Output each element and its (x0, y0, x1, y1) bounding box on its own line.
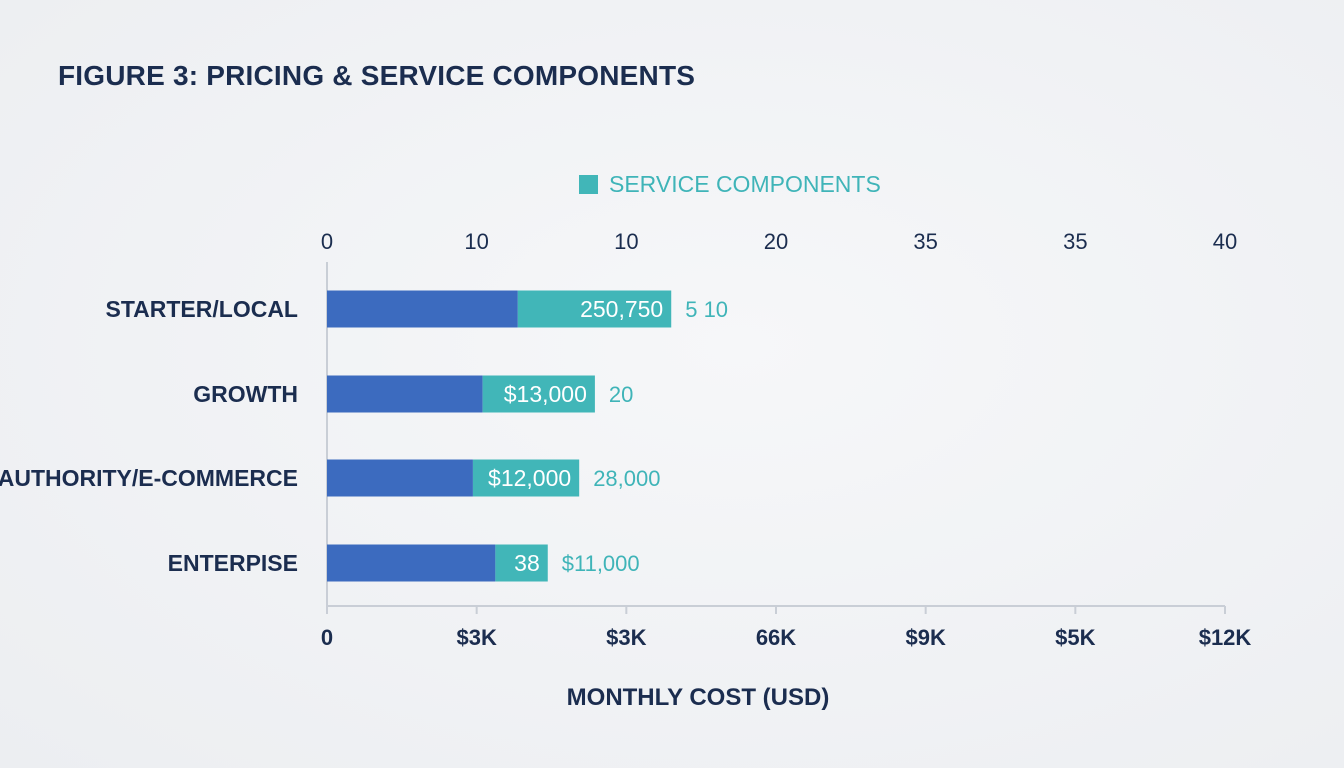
bar-service-segment (495, 544, 548, 582)
figure-title: FIGURE 3: PRICING & SERVICE COMPONENTS (58, 60, 696, 91)
top-tick-label: 10 (464, 229, 488, 254)
top-tick-label: 20 (764, 229, 788, 254)
bottom-tick-label: $3K (456, 625, 496, 650)
top-tick-label: 10 (614, 229, 638, 254)
bar-outer-label: $11,000 (562, 551, 640, 576)
bottom-tick-label: $5K (1055, 625, 1095, 650)
legend-label-service-components: SERVICE COMPONENTS (609, 171, 881, 197)
bar-base-segment (327, 459, 473, 497)
bar-data-label: $12,000 (488, 465, 571, 491)
bottom-tick-label: $9K (905, 625, 945, 650)
legend-swatch-service-components (579, 175, 598, 194)
category-label: ENTERPISE (168, 550, 298, 576)
bottom-tick-label: $12K (1199, 625, 1252, 650)
bar-service-segment (517, 290, 672, 328)
bar-data-label: $13,000 (504, 381, 587, 407)
bar-outer-label: 5 10 (685, 297, 728, 322)
bar-service-segment (472, 459, 580, 497)
x-axis-title: MONTHLY COST (USD) (567, 684, 830, 711)
top-tick-label: 35 (913, 229, 937, 254)
category-label: AUTHORITY/E-COMMERCE (0, 465, 298, 491)
bar-outer-label: 20 (609, 382, 633, 407)
bar-base-segment (327, 375, 483, 413)
bottom-tick-label: $3K (606, 625, 646, 650)
top-axis-ticks: 0 10 10 20 35 35 40 (321, 229, 1237, 254)
bottom-axis-ticks: 0 $3K $3K 66K $9K $5K $12K (321, 625, 1252, 650)
bar-base-segment (327, 290, 518, 328)
bars: 250,750 5 10 $13,000 20 $12,000 28,000 38 $11,0… (327, 290, 728, 582)
top-tick-label: 40 (1213, 229, 1237, 254)
bar-outer-label: 28,000 (593, 466, 660, 491)
bar-base-segment (327, 544, 496, 582)
bar-service-segment (482, 375, 595, 413)
category-labels: STARTER/LOCAL GROWTH AUTHORITY/E-COMMERCE E… (0, 296, 298, 576)
bar-data-label: 250,750 (580, 296, 663, 322)
category-label: GROWTH (193, 381, 298, 407)
bottom-tick-label: 0 (321, 625, 333, 650)
category-label: STARTER/LOCAL (105, 296, 298, 322)
top-tick-label: 35 (1063, 229, 1087, 254)
bar-data-label: 38 (514, 550, 540, 576)
legend: SERVICE COMPONENTS (579, 171, 881, 197)
top-tick-label: 0 (321, 229, 333, 254)
bottom-tick-label: 66K (756, 625, 796, 650)
